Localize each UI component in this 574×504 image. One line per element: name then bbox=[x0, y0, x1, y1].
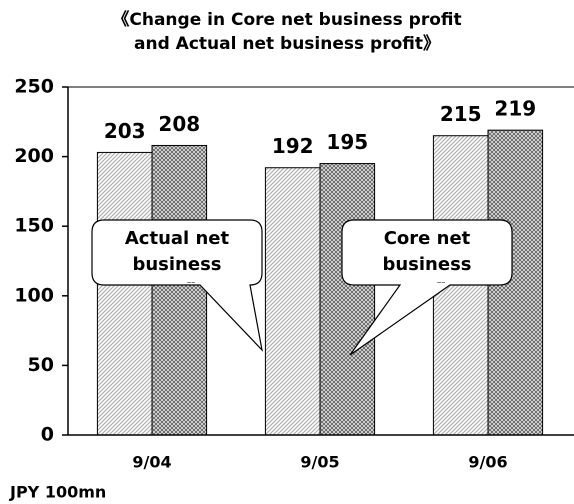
bar bbox=[151, 144, 208, 436]
y-tick-label: 100 bbox=[14, 284, 54, 306]
x-tick-label: 9/04 bbox=[132, 453, 171, 472]
callout-shape bbox=[341, 219, 513, 356]
callout-shape bbox=[91, 219, 263, 352]
legend-box: Actual net business profit bbox=[124, 228, 230, 283]
legend-box: Core net business profit bbox=[382, 228, 472, 283]
bar bbox=[96, 151, 153, 436]
value-label: 192 bbox=[272, 134, 314, 158]
legend-label: Core net business profit bbox=[382, 228, 472, 283]
x-tick-label: 9/06 bbox=[468, 453, 507, 472]
bar bbox=[319, 163, 376, 436]
y-tick-label: 250 bbox=[14, 76, 54, 98]
y-tick-label: 0 bbox=[41, 424, 54, 446]
legend-label: Actual net business profit bbox=[124, 228, 230, 283]
chart-title: 《Change in Core net business profit and … bbox=[112, 10, 462, 54]
value-label: 215 bbox=[440, 102, 482, 126]
y-tick-label: 200 bbox=[14, 145, 54, 167]
x-tick-label: 9/05 bbox=[300, 453, 339, 472]
bar bbox=[264, 167, 321, 436]
y-tick-label: 50 bbox=[28, 354, 54, 376]
unit-label: JPY 100mn bbox=[9, 483, 106, 502]
value-label: 208 bbox=[158, 112, 200, 136]
value-label: 219 bbox=[494, 97, 536, 121]
title-box: 《Change in Core net business profit and … bbox=[112, 10, 462, 54]
value-label: 203 bbox=[104, 119, 146, 143]
y-tick-label: 150 bbox=[14, 215, 54, 237]
value-label: 195 bbox=[326, 130, 368, 154]
